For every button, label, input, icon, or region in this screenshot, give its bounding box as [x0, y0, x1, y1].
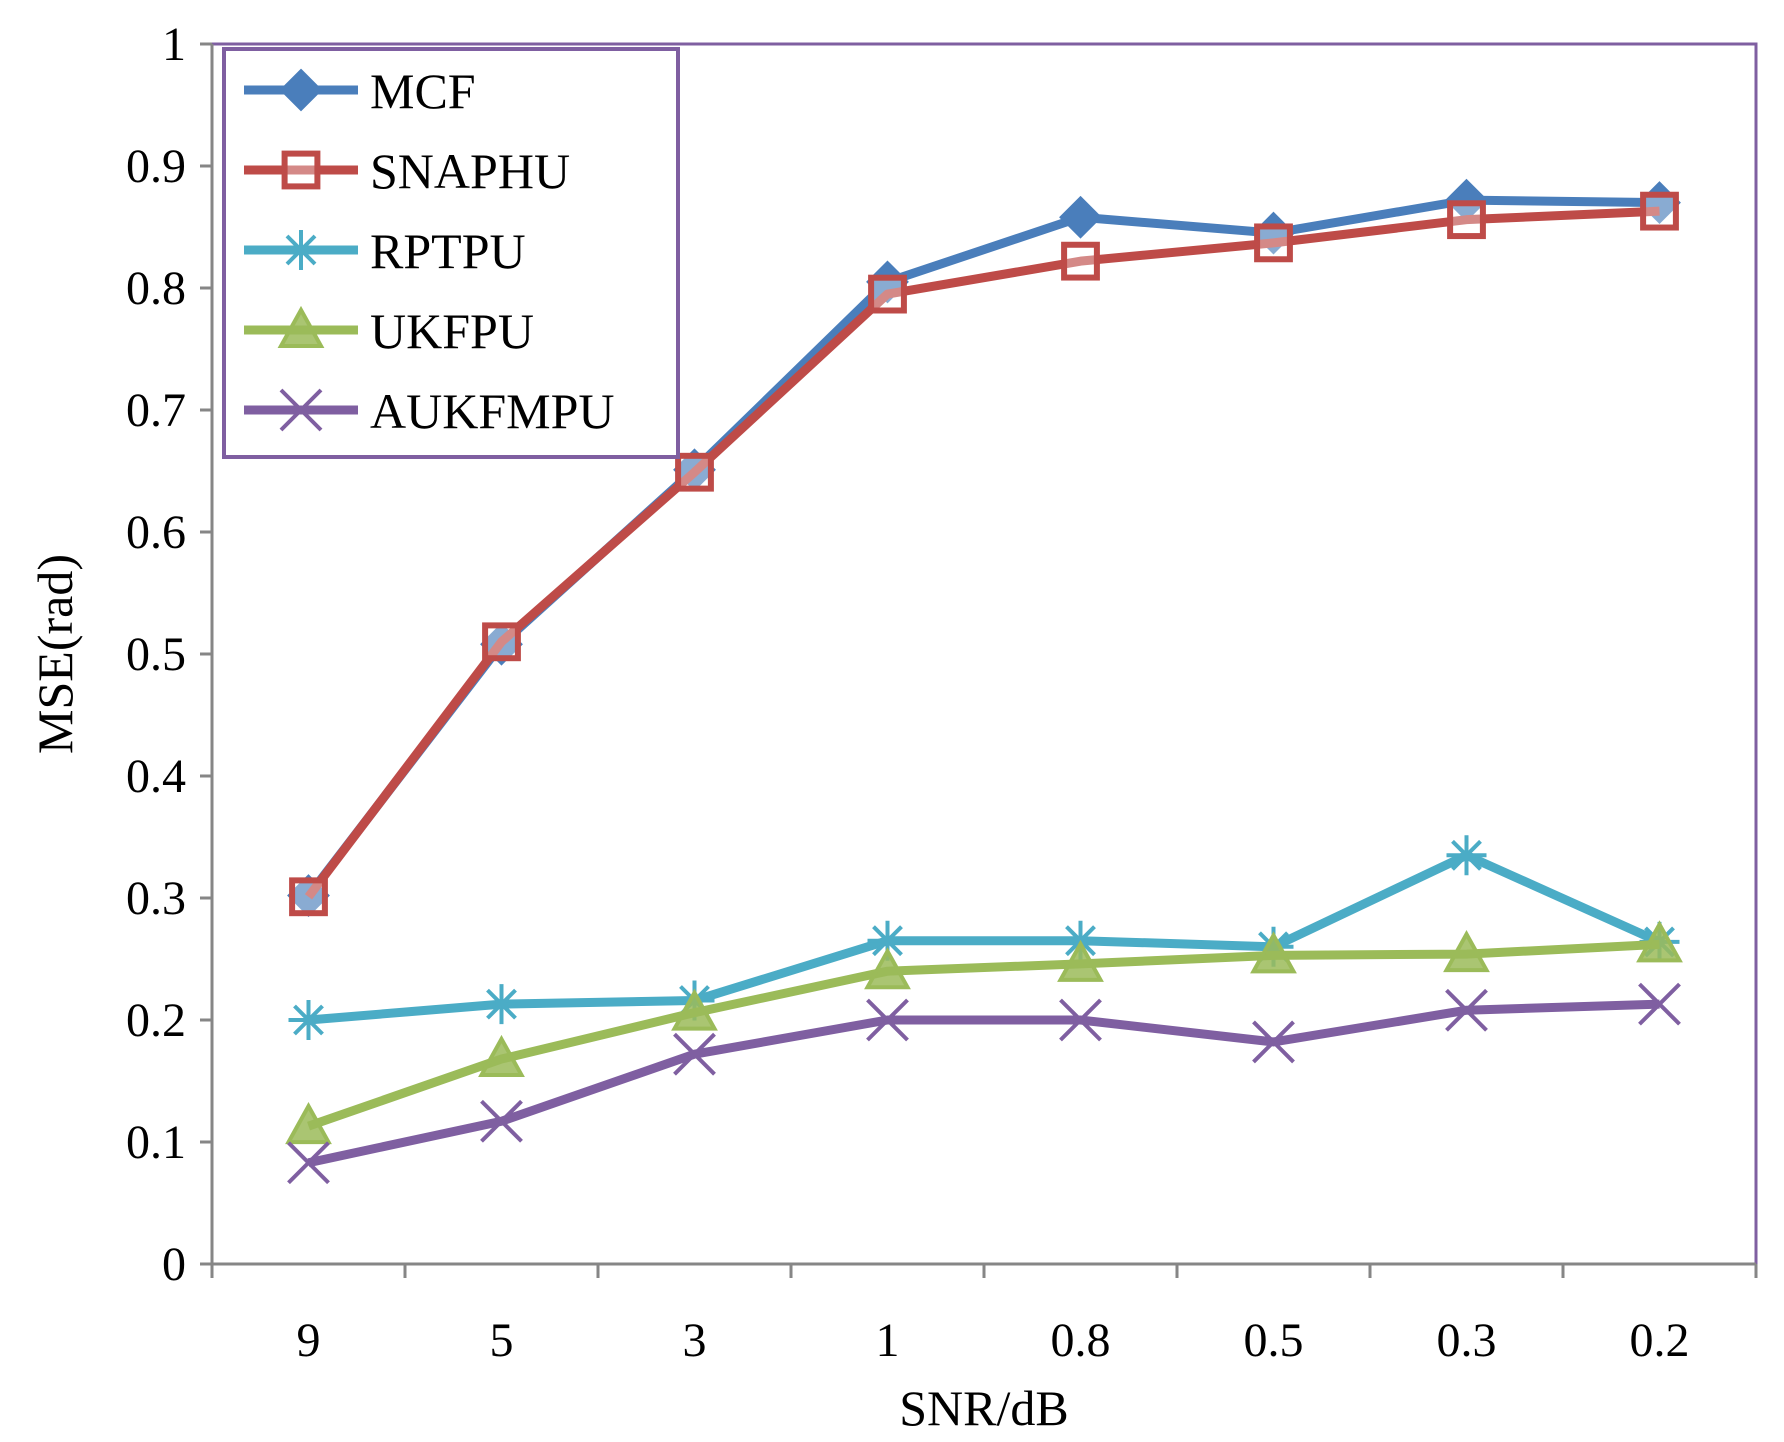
data-point-snaphu-0 [289, 877, 328, 917]
y-tick-label: 0.1 [126, 1116, 186, 1169]
legend-item-rptpu: RPTPU [244, 223, 526, 279]
data-point-aukfmpu-5 [1252, 1020, 1295, 1064]
series-snaphu [289, 191, 1679, 917]
x-tick-label: 5 [490, 1314, 514, 1367]
series-line-ukfpu [307, 939, 1660, 1131]
series-ukfpu [285, 920, 1683, 1145]
series-line-aukfmpu [307, 999, 1660, 1168]
legend-item-aukfmpu: AUKFMPU [244, 383, 615, 439]
y-tick-label: 0.6 [126, 506, 186, 559]
data-point-snaphu-4 [1061, 241, 1100, 281]
x-tick-label: 3 [683, 1314, 707, 1367]
data-point-aukfmpu-7 [1638, 982, 1681, 1026]
series-line-rptpu [308, 850, 1662, 1025]
data-point-snaphu-7 [1640, 191, 1679, 231]
data-point-aukfmpu-6 [1445, 988, 1488, 1032]
x-tick-label: 0.8 [1051, 1314, 1111, 1367]
data-point-rptpu-3 [867, 920, 908, 961]
plot-border [212, 42, 1758, 1264]
x-tick-label: 0.3 [1437, 1314, 1497, 1367]
legend-label: MCF [370, 63, 476, 119]
data-point-aukfmpu-2 [673, 1032, 716, 1076]
axes: 0 0.1 0.2 0.3 0.4 0.5 0.6 0.7 0.8 0.9 1 9 5 3 1 0.8 0.5 0… [126, 18, 1758, 1367]
data-point-aukfmpu-0 [287, 1141, 330, 1185]
y-tick-label: 0.3 [126, 872, 186, 925]
y-tick-label: 0.9 [126, 140, 186, 193]
data-point-aukfmpu-1 [480, 1099, 523, 1143]
data-point-rptpu-1 [481, 984, 522, 1025]
data-point-snaphu-5 [1254, 223, 1293, 263]
legend-item-mcf: MCF [244, 63, 476, 119]
legend-label: AUKFMPU [370, 383, 615, 439]
legend-label: UKFPU [370, 303, 534, 359]
y-tick-label: 0 [162, 1238, 186, 1291]
legend-swatch-marker [279, 68, 323, 112]
y-tick-label: 0.4 [126, 750, 186, 803]
x-tick-label: 9 [297, 1314, 321, 1367]
legend-item-ukfpu: UKFPU [244, 303, 534, 359]
legend-swatch-marker [279, 388, 323, 432]
x-tick-label: 0.5 [1244, 1314, 1304, 1367]
data-point-rptpu-6 [1446, 835, 1487, 876]
y-tick-label: 1 [162, 18, 186, 71]
y-tick-label: 0.8 [126, 262, 186, 315]
data-point-snaphu-1 [482, 622, 521, 662]
x-tick-label: 0.2 [1630, 1314, 1690, 1367]
data-point-ukfpu-7 [1636, 920, 1683, 963]
data-point-aukfmpu-4 [1059, 998, 1102, 1042]
x-axis-title: SNR/dB [899, 1380, 1069, 1436]
data-point-rptpu-0 [288, 1000, 329, 1040]
legend-swatch-marker [281, 230, 321, 270]
x-tick-label: 1 [876, 1314, 900, 1367]
y-tick-label: 0.5 [126, 628, 186, 681]
data-point-ukfpu-4 [1057, 939, 1104, 982]
data-point-ukfpu-0 [285, 1102, 332, 1145]
data-point-ukfpu-2 [671, 988, 718, 1031]
data-point-ukfpu-1 [478, 1034, 525, 1078]
legend: MCF SNAPHU RPTPU UKFPU AUKFMPU [222, 47, 680, 459]
data-point-snaphu-6 [1447, 200, 1486, 240]
legend-swatch-marker [277, 305, 325, 348]
series-line-snaphu [304, 206, 1660, 900]
y-axis-title: MSE(rad) [27, 554, 83, 754]
series-layer [285, 178, 1683, 1185]
data-point-mcf-4 [1059, 195, 1102, 239]
y-tick-label: 0.7 [126, 384, 186, 437]
data-point-snaphu-2 [675, 452, 714, 492]
data-point-snaphu-3 [868, 274, 907, 314]
data-point-ukfpu-5 [1250, 931, 1297, 974]
legend-label: RPTPU [370, 223, 526, 279]
data-point-ukfpu-6 [1443, 930, 1490, 973]
data-point-aukfmpu-3 [866, 998, 909, 1042]
legend-item-snaphu: SNAPHU [244, 143, 570, 199]
plot-frame [212, 42, 1758, 1264]
legend-swatch-marker [281, 150, 321, 190]
y-tick-label: 0.2 [126, 994, 186, 1047]
data-point-ukfpu-3 [864, 947, 911, 990]
series-aukfmpu [287, 982, 1681, 1185]
legend-label: SNAPHU [370, 143, 570, 199]
